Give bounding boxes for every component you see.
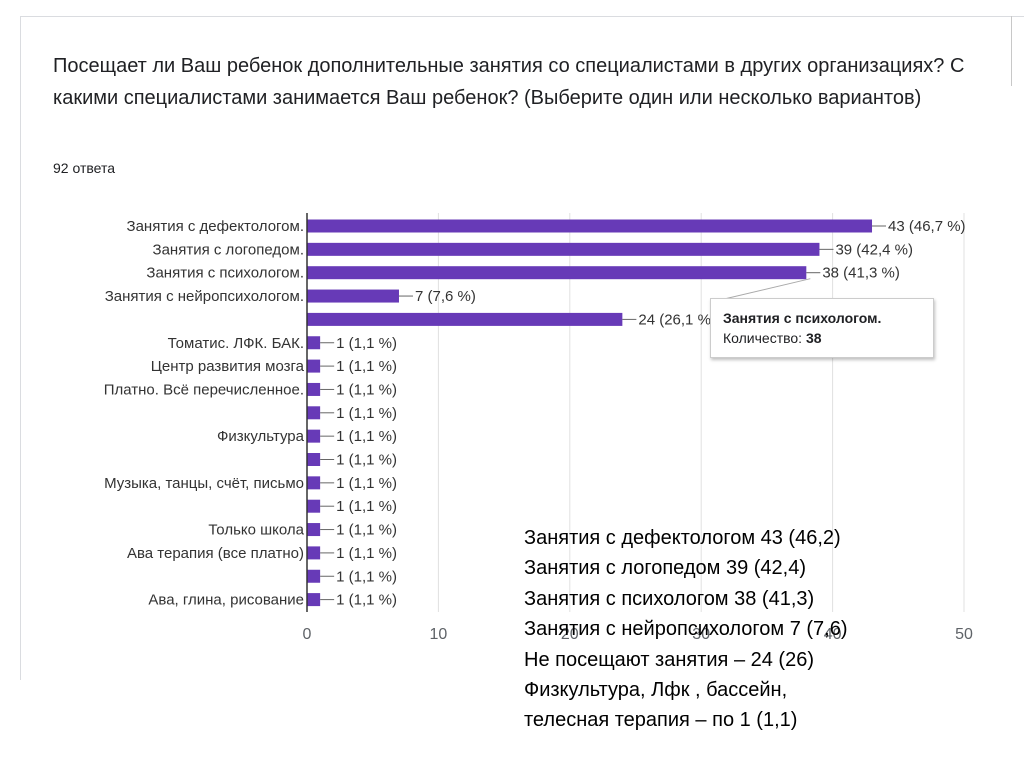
- category-label: Занятия с дефектологом.: [127, 218, 304, 235]
- bar: [307, 476, 321, 490]
- category-label: Платно. Всё перечисленное.: [104, 381, 304, 398]
- bar: [307, 289, 399, 303]
- category-label: Ава, глина, рисование: [148, 592, 304, 609]
- tooltip-pointer: [719, 278, 811, 301]
- data-label: 1 (1,1 %): [336, 335, 397, 352]
- category-label: Томатис. ЛФК. БАК.: [168, 335, 304, 352]
- data-label: 1 (1,1 %): [336, 475, 397, 492]
- data-label: 1 (1,1 %): [336, 358, 397, 375]
- data-label: 38 (41,3 %): [822, 265, 900, 282]
- bar: [307, 266, 807, 280]
- card-left-border: [20, 16, 21, 680]
- chart-tooltip: Занятия с психологом. Количество: 38: [710, 298, 934, 358]
- data-label: 7 (7,6 %): [415, 288, 476, 305]
- data-label: 43 (46,7 %): [888, 218, 966, 235]
- data-label: 1 (1,1 %): [336, 592, 397, 609]
- data-label: 1 (1,1 %): [336, 452, 397, 469]
- category-label: Занятия с психологом.: [146, 265, 304, 282]
- x-tick-label: 0: [303, 626, 312, 643]
- card-right-border: [1011, 16, 1012, 86]
- summary-line: Физкультура, Лфк , бассейн,: [524, 679, 788, 702]
- bar: [307, 453, 321, 466]
- category-label: Занятия с логопедом.: [153, 241, 304, 258]
- tooltip-value: 38: [805, 330, 822, 346]
- data-label: 1 (1,1 %): [336, 381, 397, 398]
- x-tick-label: 20: [561, 626, 579, 643]
- bar: [307, 219, 873, 233]
- bar: [307, 429, 321, 443]
- summary-line: Занятия с дефектологом 43 (46,2): [524, 527, 841, 549]
- tooltip-value-label: Количество:: [723, 330, 803, 346]
- data-label: 39 (42,4 %): [835, 241, 913, 258]
- category-label: Физкультура: [217, 428, 305, 445]
- bar: [307, 569, 321, 583]
- category-label: Только школа: [208, 522, 304, 539]
- data-label: 1 (1,1 %): [336, 568, 397, 585]
- bar: [307, 499, 321, 513]
- category-label: Ава терапия (все платно): [127, 545, 304, 562]
- category-label: Занятия с нейропсихологом.: [105, 288, 304, 305]
- bar: [307, 242, 820, 256]
- summary-line: телесная терапия – по 1 (1,1): [524, 709, 798, 732]
- bar: [307, 359, 321, 373]
- summary-text: Занятия с дефектологом 43 (46,2) Занятия …: [524, 523, 848, 736]
- summary-line: Не посещают занятия – 24 (26): [524, 648, 814, 671]
- x-tick-label: 50: [955, 626, 973, 643]
- data-label: 1 (1,1 %): [336, 545, 397, 562]
- question-title: Посещает ли Ваш ребенок дополнительные з…: [53, 55, 965, 109]
- summary-line: Занятия с нейропсихологом 7 (7,6): [524, 618, 848, 641]
- bar-chart: 0 10 20 30 40 50 43 (46,7 %) Занятия с дефектол…: [104, 213, 973, 643]
- data-label: 1 (1,1 %): [336, 428, 397, 445]
- x-tick-label: 10: [430, 626, 448, 643]
- bar: [307, 406, 321, 420]
- data-label: 24 (26,1 %): [638, 311, 716, 328]
- bar: [307, 336, 321, 350]
- data-label: 1 (1,1 %): [336, 405, 397, 422]
- bar: [307, 382, 321, 396]
- data-label: 1 (1,1 %): [336, 498, 397, 515]
- x-tick-label: 30: [692, 626, 710, 643]
- bar: [307, 593, 321, 607]
- response-count: 92 ответа: [53, 160, 115, 176]
- bar: [307, 523, 321, 537]
- bar: [307, 546, 321, 560]
- summary-line: Занятия с логопедом 39 (42,4): [524, 557, 807, 580]
- category-label: Музыка, танцы, счёт, письмо: [104, 475, 304, 492]
- data-label: 1 (1,1 %): [336, 522, 397, 539]
- tooltip-title: Занятия с психологом.: [723, 310, 882, 326]
- summary-line: Занятия с психологом 38 (41,3): [524, 587, 815, 610]
- x-tick-label: 40: [824, 626, 842, 643]
- bar: [307, 312, 623, 326]
- category-label: Центр развития мозга: [151, 358, 305, 375]
